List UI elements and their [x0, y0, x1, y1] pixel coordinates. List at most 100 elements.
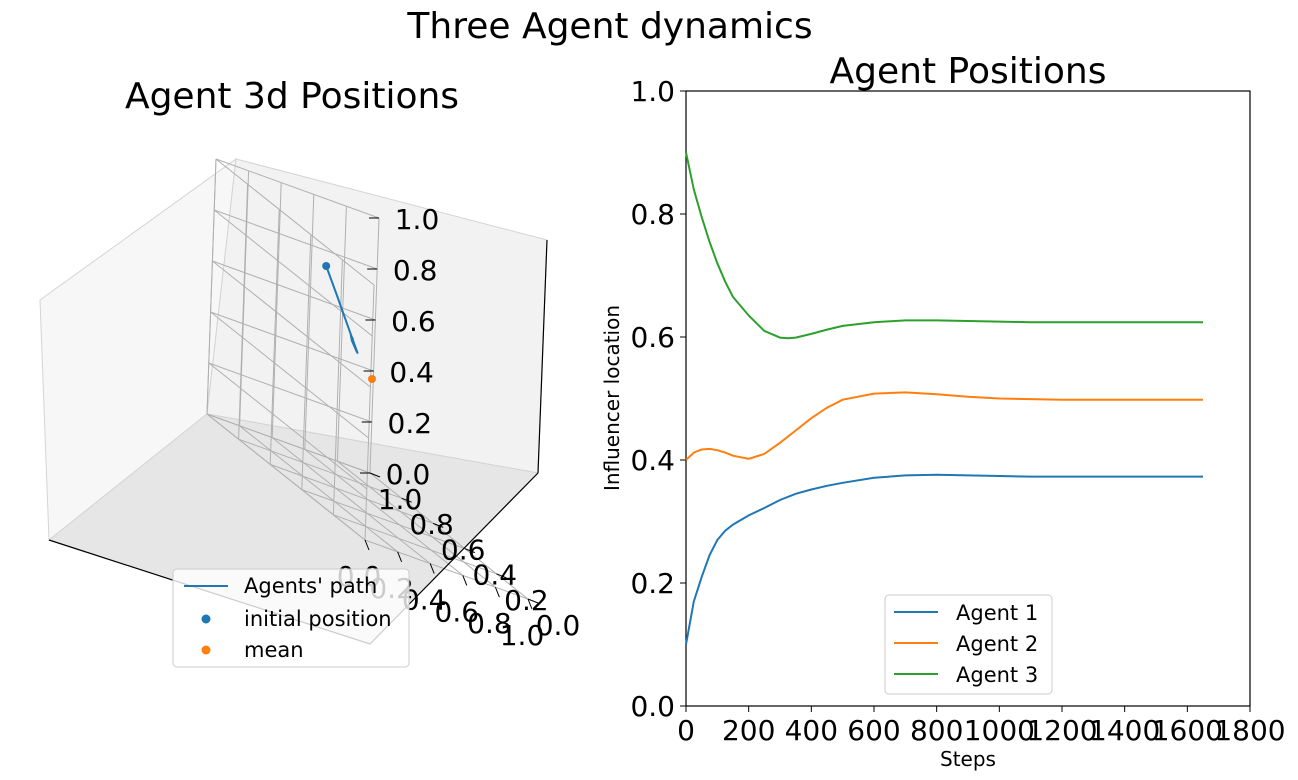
legend-mean-marker: [201, 645, 211, 655]
y-tick-label: 0.4: [630, 444, 675, 477]
grid-line: [271, 182, 282, 438]
grid-line: [364, 539, 529, 600]
series-line-agent-1: [685, 473, 1203, 645]
x-tick-mark: [364, 539, 370, 551]
grid-line: [304, 194, 315, 450]
grid-line: [206, 158, 217, 415]
x-tick-label: 0: [677, 714, 695, 747]
y-tick-mark: [433, 522, 444, 528]
grid-line: [333, 514, 497, 575]
grid-line: [208, 362, 372, 423]
grid-line: [337, 460, 496, 588]
x-tick-mark: [494, 587, 500, 598]
grid-line: [336, 206, 347, 462]
mean-point: [368, 375, 376, 383]
y-tick-mark: [401, 497, 412, 503]
grid-line: [215, 158, 375, 286]
grid-line: [271, 437, 431, 564]
axes-2d: Agent Positions 0 200 400 600 800 10001200140…: [600, 51, 1286, 771]
grid-line: [210, 311, 374, 372]
x-tick-label: 0.6: [435, 595, 480, 628]
agents-path-line: [325, 265, 359, 355]
grid-3d: [206, 158, 529, 600]
grid-line: [239, 170, 250, 426]
y-tick-label: 0.8: [409, 508, 454, 541]
legend-initial-marker: [201, 614, 211, 624]
y-tick-label: 0.0: [630, 690, 675, 723]
legend-initial-label: initial position: [244, 607, 392, 631]
grid-line: [332, 259, 343, 515]
x-tick-label: 800: [910, 714, 963, 747]
grid-line: [364, 284, 375, 541]
z-tick-label: 0.8: [393, 254, 438, 287]
y-tick-label: 0.8: [630, 198, 675, 231]
x-tick-label: 1200: [1026, 714, 1097, 747]
x-tick-label: 1000: [964, 714, 1035, 747]
z-tick-label: 0.2: [388, 407, 433, 440]
y-tick-label: 0.6: [630, 321, 675, 354]
grid-line: [301, 489, 465, 550]
series-line-agent-2: [685, 391, 1203, 461]
grid-line: [304, 449, 464, 576]
z-tick-label: 0.4: [389, 356, 434, 389]
z-tick-label: 1.0: [395, 203, 440, 236]
grid-line: [214, 209, 378, 270]
grid-line: [212, 260, 376, 321]
legend-2d-frame: [884, 594, 1053, 695]
legend-agent1-label: Agent 1: [956, 601, 1038, 625]
y-tick-label: 0.0: [536, 609, 581, 642]
grid-line: [215, 158, 380, 219]
x-tick-label: 200: [722, 714, 775, 747]
legend-2d: Agent 1 Agent 2 Agent 3: [884, 594, 1053, 695]
grid-line: [210, 311, 369, 439]
grid-line: [369, 217, 380, 474]
x-tick-mark: [397, 551, 403, 562]
x-tick-label: 1800: [1214, 714, 1285, 747]
grid-line: [369, 472, 529, 600]
grid-line: [212, 260, 371, 388]
legend-agent3-label: Agent 3: [956, 663, 1038, 687]
y-tick-label: 0.2: [504, 584, 549, 617]
x-tick-label: 1600: [1152, 714, 1223, 747]
y-tick-mark: [496, 573, 507, 579]
axes-2d-title: Agent Positions: [830, 51, 1107, 92]
legend-3d: Agents' path initial position mean: [172, 568, 410, 668]
x-axis-label: Steps: [940, 747, 996, 771]
y-tick-mark: [369, 472, 381, 478]
axes-3d-title: Agent 3d Positions: [125, 76, 459, 117]
lines-2d: [685, 152, 1203, 645]
series-line-agent-3: [685, 152, 1203, 340]
y-tick-label: 1.0: [630, 75, 675, 108]
grid-line: [238, 438, 402, 499]
grid-line: [238, 184, 249, 440]
y-tick-label: 0.6: [441, 533, 486, 566]
x-tick-label: 1400: [1089, 714, 1160, 747]
initial-position-point: [322, 262, 331, 270]
y-tick-mark: [464, 548, 475, 554]
y-tick-label: 0.4: [473, 559, 518, 592]
legend-3d-frame: [172, 568, 410, 668]
x-tick-label: 600: [847, 714, 900, 747]
grid-line: [301, 234, 312, 490]
x-tick-label: 0.8: [467, 607, 512, 640]
x-tick-label: 1.0: [500, 619, 545, 652]
grid-line: [206, 413, 366, 541]
y-tick-label: 0.2: [630, 567, 675, 600]
x-tick-mark: [462, 575, 468, 586]
legend-agent2-label: Agent 2: [956, 632, 1038, 656]
x-tick-mark: [429, 563, 435, 574]
data-3d: [322, 262, 376, 383]
z-tick-label: 0.0: [386, 458, 431, 491]
figure-title: Three Agent dynamics: [406, 6, 812, 47]
grid-line: [270, 463, 434, 524]
grid-line: [269, 209, 280, 465]
axes-3d: Agent 3d Positions 0.00.20.40.60.81.00.0…: [39, 76, 581, 668]
y-tick-mark: [527, 598, 539, 604]
y-tick-label: 1.0: [378, 483, 423, 516]
x-tick-mark: [527, 598, 533, 610]
x-tick-label: 400: [785, 714, 838, 747]
grid-line: [239, 425, 398, 553]
grid-line: [208, 362, 368, 490]
